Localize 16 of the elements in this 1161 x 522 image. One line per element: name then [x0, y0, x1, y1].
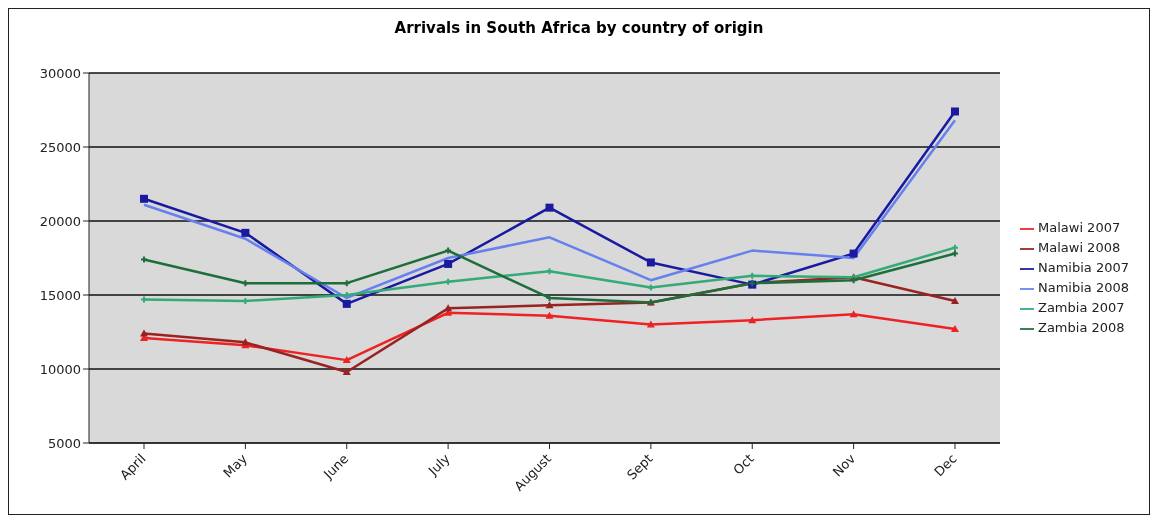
legend-label: Namibia 2008	[1037, 280, 1129, 295]
legend-label: Zambia 2007	[1037, 300, 1125, 315]
y-tick-label: 10000	[39, 361, 81, 377]
y-tick-label: 5000	[47, 435, 81, 451]
x-tick-label: Dec	[931, 450, 960, 480]
x-tick-label: Nov	[829, 450, 859, 480]
y-tick-label: 20000	[39, 213, 81, 229]
legend-label: Malawi 2007	[1037, 220, 1121, 235]
x-tick-label: Oct	[730, 450, 757, 478]
y-tick-label: 30000	[39, 65, 81, 81]
legend-label: Zambia 2008	[1037, 320, 1125, 335]
y-tick-label: 15000	[39, 287, 81, 303]
y-tick-label: 25000	[39, 139, 81, 155]
legend-label: Malawi 2008	[1037, 240, 1121, 255]
legend-label: Namibia 2007	[1037, 260, 1129, 275]
chart-title: Arrivals in South Africa by country of origin	[393, 18, 765, 39]
